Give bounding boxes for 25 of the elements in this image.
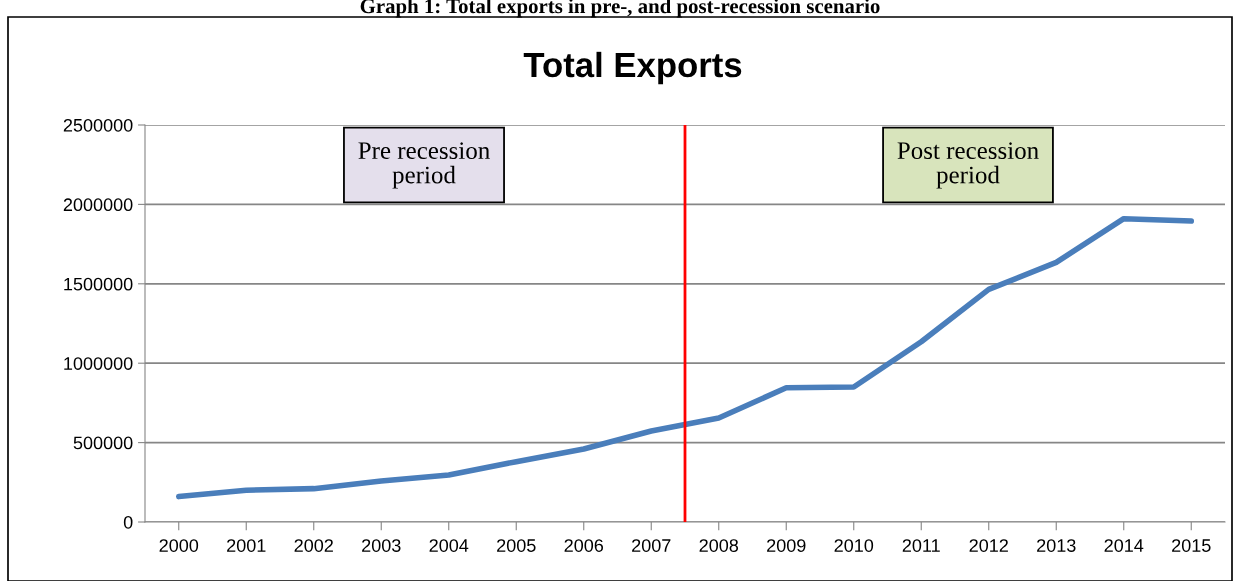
x-tick-label: 2003: [362, 539, 401, 552]
x-tick-label: 2010: [834, 539, 874, 552]
x-tick-label: 2005: [497, 539, 536, 552]
x-tick-label: 2000: [159, 539, 199, 552]
x-tick-label: 2007: [632, 539, 671, 552]
annotation: Post recession period: [897, 142, 1039, 189]
x-tick-label: 2001: [227, 539, 266, 552]
y-tick-label: 500000: [73, 436, 133, 450]
x-tick-label: 2006: [564, 539, 604, 552]
y-tick-label: 1500000: [64, 277, 133, 291]
x-tick-label: 2002: [294, 539, 333, 552]
x-tick-label: 2012: [969, 539, 1008, 552]
y-tick-label: 1000000: [64, 357, 133, 370]
x-tick-label: 2008: [699, 539, 739, 552]
x-tick-label: 2015: [1172, 539, 1211, 552]
chart-title: Total Exports: [523, 51, 742, 85]
x-tick-label: 2009: [767, 539, 806, 552]
y-tick-label: 2500000: [63, 118, 133, 132]
y-tick-label: 2000000: [63, 198, 133, 212]
y-tick-label: 0: [123, 515, 133, 529]
x-tick-label: 2013: [1037, 539, 1076, 552]
x-tick-label: 2014: [1104, 539, 1144, 552]
x-tick-label: 2011: [902, 539, 940, 552]
annotation: Pre recession period: [358, 142, 490, 189]
x-tick-label: 2004: [429, 539, 469, 552]
